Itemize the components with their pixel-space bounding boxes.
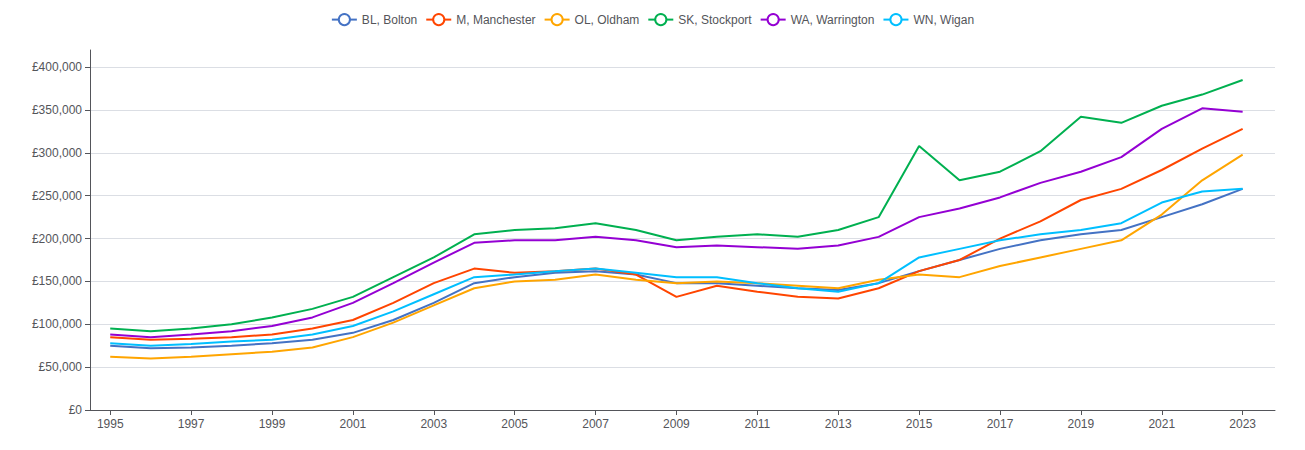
svg-text:2017: 2017 <box>987 417 1014 431</box>
svg-text:2011: 2011 <box>744 417 770 431</box>
svg-text:2015: 2015 <box>906 417 933 431</box>
svg-text:1997: 1997 <box>178 417 205 431</box>
svg-text:2009: 2009 <box>663 417 690 431</box>
svg-text:£0: £0 <box>69 403 83 417</box>
svg-text:2013: 2013 <box>825 417 852 431</box>
svg-text:1995: 1995 <box>97 417 124 431</box>
svg-text:2003: 2003 <box>420 417 447 431</box>
svg-text:2001: 2001 <box>340 417 367 431</box>
svg-text:£50,000: £50,000 <box>39 360 83 374</box>
svg-text:£300,000: £300,000 <box>32 146 82 160</box>
svg-text:2019: 2019 <box>1068 417 1095 431</box>
svg-text:£250,000: £250,000 <box>32 189 82 203</box>
svg-text:2005: 2005 <box>501 417 528 431</box>
svg-text:1999: 1999 <box>259 417 286 431</box>
svg-text:£200,000: £200,000 <box>32 232 82 246</box>
svg-text:WN, Wigan: WN, Wigan <box>913 13 974 27</box>
svg-text:£150,000: £150,000 <box>32 274 82 288</box>
svg-text:2023: 2023 <box>1229 417 1256 431</box>
svg-text:M, Manchester: M, Manchester <box>456 13 535 27</box>
svg-text:BL, Bolton: BL, Bolton <box>362 13 417 27</box>
svg-text:£100,000: £100,000 <box>32 317 82 331</box>
svg-text:£400,000: £400,000 <box>32 60 82 74</box>
svg-text:2021: 2021 <box>1148 417 1175 431</box>
svg-text:£350,000: £350,000 <box>32 103 82 117</box>
svg-text:OL, Oldham: OL, Oldham <box>575 13 640 27</box>
svg-text:SK, Stockport: SK, Stockport <box>678 13 752 27</box>
svg-text:2007: 2007 <box>582 417 609 431</box>
svg-text:WA, Warrington: WA, Warrington <box>791 13 875 27</box>
